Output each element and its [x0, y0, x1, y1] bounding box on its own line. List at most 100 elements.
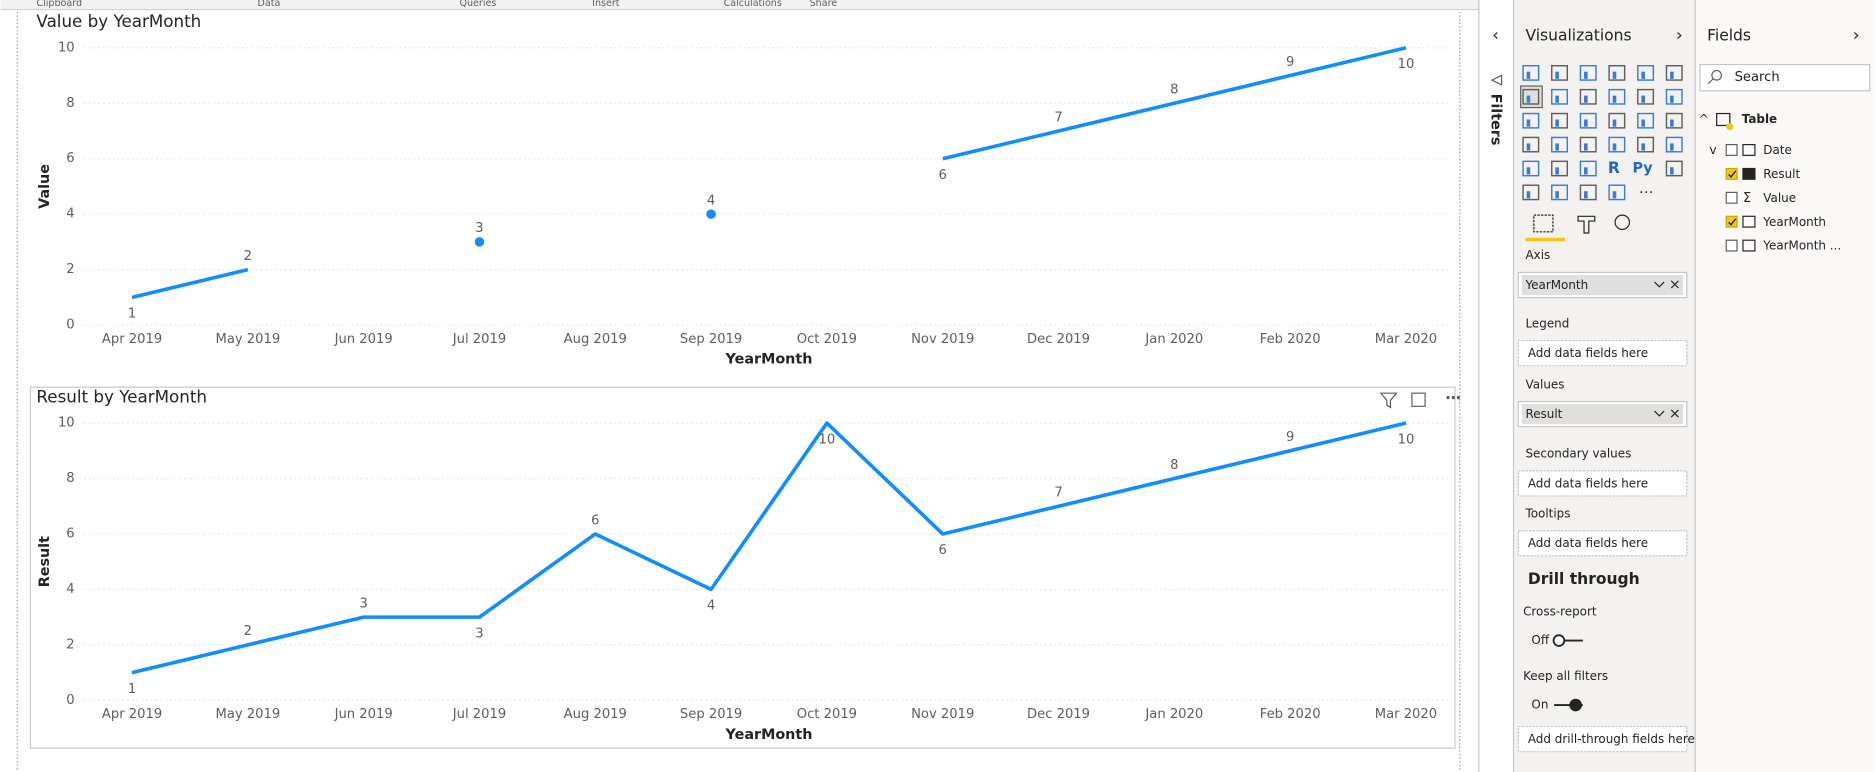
chart-title: Value by YearMonth	[36, 11, 201, 31]
well-field-chip[interactable]	[1521, 403, 1684, 425]
well-chevron[interactable]	[1654, 410, 1665, 417]
viz-icon[interactable]	[1665, 65, 1683, 81]
data-label: 10	[1398, 432, 1415, 447]
drill-well[interactable]	[1517, 725, 1688, 753]
viz-icon[interactable]	[1522, 184, 1540, 201]
y-tick-label: 8	[66, 96, 74, 111]
x-tick-label: Jul 2019	[452, 332, 506, 347]
viz-icon[interactable]	[1522, 65, 1540, 81]
x-tick-label: Aug 2019	[564, 332, 627, 347]
field-name[interactable]: Result	[1763, 167, 1800, 181]
viz-icon[interactable]	[1579, 184, 1597, 201]
viz-icon-fill	[1526, 143, 1531, 151]
viz-icon[interactable]	[1665, 112, 1683, 129]
viz-icon[interactable]	[1579, 65, 1597, 81]
viz-icon[interactable]	[1579, 160, 1597, 177]
viz-icon[interactable]	[1608, 65, 1626, 81]
well-label: Axis	[1525, 248, 1550, 262]
collapse-arrow[interactable]: ‹	[1492, 24, 1499, 44]
analytics-tab[interactable]	[1614, 214, 1631, 231]
viz-more[interactable]: ⋯	[1639, 184, 1653, 200]
viz-icon[interactable]	[1579, 112, 1597, 129]
field-checkbox[interactable]	[1725, 191, 1738, 204]
viz-icon[interactable]	[1608, 112, 1626, 129]
viz-py[interactable]: Py	[1633, 161, 1654, 177]
field-checkbox[interactable]	[1725, 167, 1738, 180]
viz-tabs	[1525, 214, 1631, 242]
viz-icon[interactable]	[1579, 136, 1597, 153]
viz-icon[interactable]	[1551, 184, 1569, 201]
well-remove[interactable]	[1670, 409, 1679, 418]
viz-r[interactable]: R	[1608, 159, 1620, 177]
viz-icon[interactable]	[1522, 88, 1540, 105]
well-chevron[interactable]	[1654, 281, 1665, 288]
data-label: 8	[1170, 83, 1178, 98]
well-remove[interactable]	[1670, 280, 1679, 289]
viz-icon-fill	[1555, 191, 1559, 199]
visual-selection[interactable]	[29, 386, 1456, 749]
well-empty[interactable]	[1517, 339, 1688, 367]
x-tick-label: Jun 2019	[334, 332, 393, 347]
viz-icon[interactable]	[1551, 136, 1569, 153]
well-field-chip[interactable]	[1521, 274, 1684, 296]
field-checkbox[interactable]	[1725, 239, 1738, 252]
format-tab[interactable]	[1577, 215, 1596, 234]
viz-icon[interactable]	[1608, 184, 1626, 201]
viz-icon[interactable]	[1637, 112, 1655, 129]
field-name[interactable]: Value	[1763, 191, 1796, 205]
search-box[interactable]	[1699, 63, 1871, 92]
field-name[interactable]: YearMonth	[1762, 215, 1826, 229]
field-icon: Σ	[1743, 191, 1751, 206]
table-name[interactable]: Table	[1742, 112, 1777, 126]
ribbon-group: Data	[258, 0, 281, 9]
data-label: 4	[707, 194, 715, 209]
fields-tab[interactable]	[1533, 214, 1554, 233]
viz-icon[interactable]	[1665, 88, 1683, 105]
field-checkbox[interactable]	[1725, 144, 1738, 156]
viz-icon-fill	[1641, 143, 1645, 151]
viz-icon[interactable]	[1608, 88, 1626, 105]
filters-label[interactable]: Filters	[1488, 94, 1504, 146]
viz-icon[interactable]	[1522, 112, 1540, 129]
viz-icon[interactable]	[1608, 136, 1626, 153]
drill-title: Drill through	[1528, 570, 1640, 588]
more-icon[interactable]: ⋯	[1445, 388, 1462, 407]
x-tick-label: Jul 2019	[452, 707, 506, 722]
expand-arrow[interactable]: ^	[1699, 112, 1709, 126]
x-tick-label: Jan 2020	[1144, 332, 1203, 347]
pane-arrow[interactable]: ›	[1853, 24, 1860, 44]
viz-icon[interactable]	[1522, 160, 1540, 177]
toggle-knob[interactable]	[1569, 698, 1582, 712]
pane-arrow[interactable]: ›	[1676, 24, 1683, 44]
search-placeholder[interactable]: Search	[1735, 70, 1780, 85]
field-checkbox[interactable]	[1725, 215, 1738, 228]
y-tick-label: 4	[66, 207, 74, 222]
field-name[interactable]: Date	[1763, 143, 1792, 157]
viz-icon[interactable]	[1637, 88, 1655, 105]
well-empty[interactable]	[1517, 470, 1688, 497]
focus-icon[interactable]	[1411, 392, 1426, 407]
viz-icon[interactable]	[1637, 65, 1655, 81]
viz-icon[interactable]	[1637, 136, 1655, 153]
viz-icon[interactable]	[1551, 160, 1569, 177]
viz-icon[interactable]	[1665, 136, 1683, 153]
viz-icon[interactable]	[1665, 160, 1683, 177]
filter-icon[interactable]	[1379, 392, 1398, 409]
y-tick-label: 8	[66, 471, 74, 486]
viz-icon[interactable]	[1579, 88, 1597, 105]
viz-icon-fill	[1670, 143, 1674, 151]
x-tick-label: Jun 2019	[334, 707, 393, 722]
data-label: 1	[128, 307, 136, 322]
filters-icon	[1490, 74, 1503, 86]
viz-icon[interactable]	[1522, 136, 1540, 153]
x-tick-label: Feb 2020	[1260, 707, 1321, 722]
expand-arrow[interactable]: v	[1710, 143, 1717, 157]
x-tick-label: May 2019	[215, 707, 280, 722]
viz-icon[interactable]	[1551, 88, 1569, 105]
well-empty[interactable]	[1517, 530, 1688, 557]
viz-icon[interactable]	[1551, 65, 1569, 81]
toggle-knob[interactable]	[1552, 634, 1566, 647]
field-name[interactable]: YearMonth ...	[1762, 239, 1841, 253]
viz-icon[interactable]	[1551, 112, 1569, 129]
y-tick-label: 4	[66, 582, 74, 597]
